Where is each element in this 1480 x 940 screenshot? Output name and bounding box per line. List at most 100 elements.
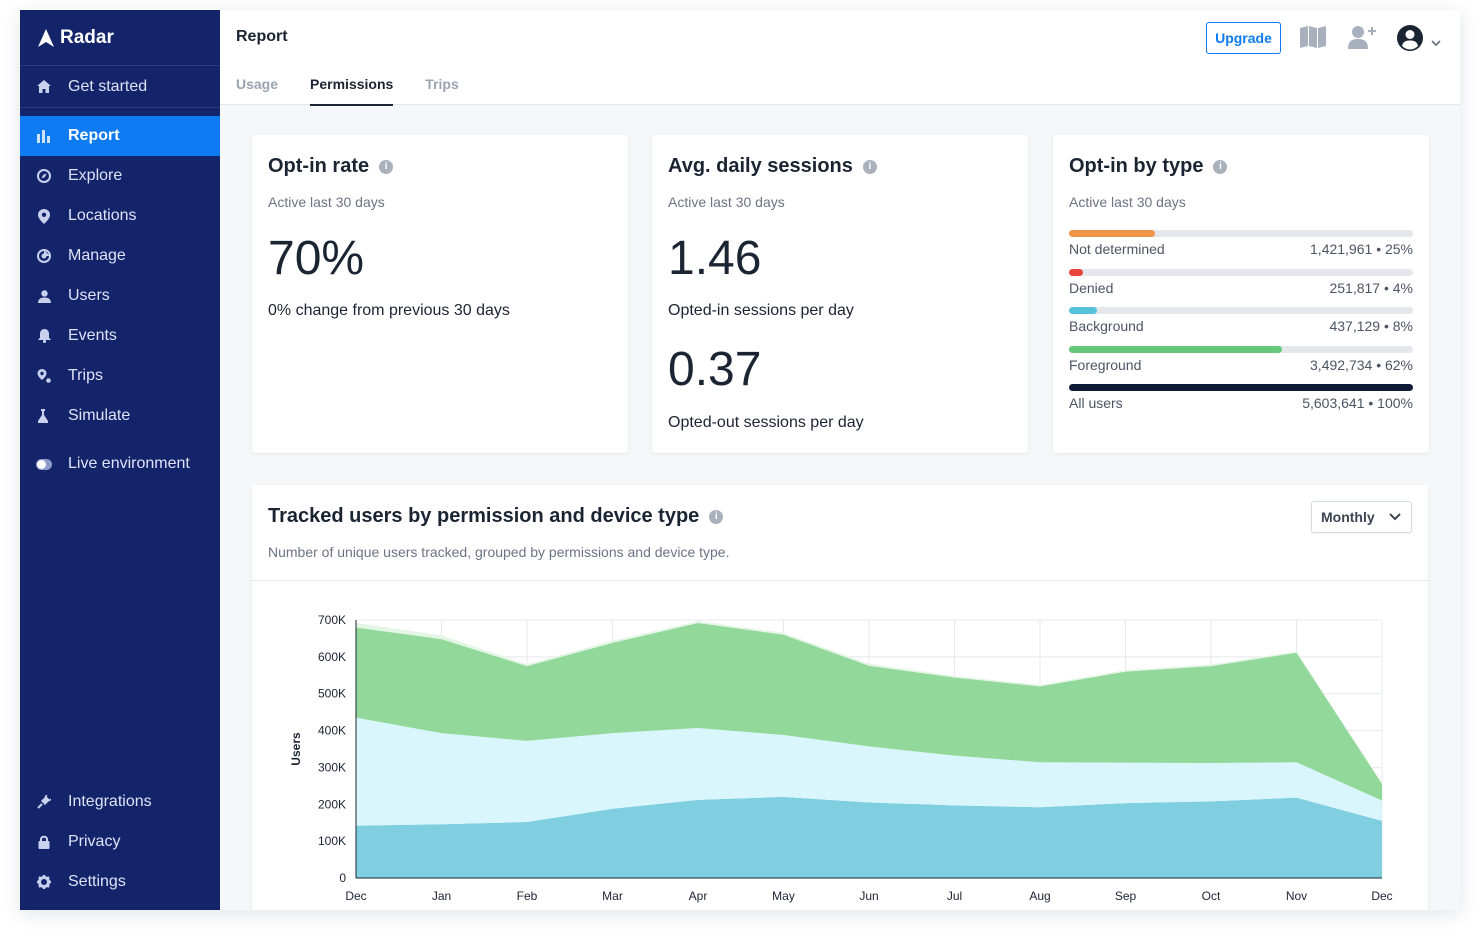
- y-tick-label: 400K: [318, 724, 346, 738]
- info-icon[interactable]: i: [1213, 159, 1228, 174]
- sidebar-item-privacy[interactable]: Privacy: [20, 822, 220, 862]
- chevron-down-icon[interactable]: [1431, 34, 1441, 52]
- info-icon[interactable]: i: [862, 159, 877, 174]
- opt-in-type-labels: Not determined 1,421,961 • 25%: [1069, 241, 1413, 257]
- card-subtitle: Active last 30 days: [668, 194, 785, 210]
- sidebar-item-report[interactable]: Report: [20, 116, 220, 156]
- x-tick-label: Jan: [432, 889, 451, 903]
- plug-icon: [36, 794, 52, 810]
- opt-in-type-labels: Denied 251,817 • 4%: [1069, 280, 1413, 296]
- y-tick-label: 200K: [318, 797, 346, 811]
- progress-track: [1069, 345, 1413, 353]
- bar-chart-icon: [36, 128, 52, 144]
- brand-logo[interactable]: Radar: [20, 10, 220, 66]
- opted-out-sessions-label: Opted-out sessions per day: [668, 414, 864, 431]
- progress-fill: [1069, 230, 1155, 237]
- opt-in-type-row: Foreground 3,492,734 • 62%: [1069, 345, 1413, 373]
- radar-logo-icon: [38, 28, 54, 47]
- sidebar-item-label: Report: [68, 127, 120, 144]
- opt-in-by-type-card: Opt-in by type i Active last 30 days Not …: [1053, 135, 1429, 453]
- sidebar-bottom-nav: Integrations Privacy Settings: [20, 782, 220, 902]
- sidebar-item-manage[interactable]: Manage: [20, 236, 220, 276]
- x-tick-label: May: [772, 889, 795, 903]
- opt-in-type-label: All users: [1069, 395, 1123, 411]
- sidebar-item-label: Get started: [68, 77, 148, 95]
- card-subtitle: Number of unique users tracked, grouped …: [268, 544, 730, 560]
- tracked-users-title: Tracked users by permission and device t…: [268, 505, 700, 527]
- toggle-switch-icon[interactable]: [36, 456, 52, 472]
- x-tick-label: Apr: [689, 889, 708, 903]
- sidebar-item-users[interactable]: Users: [20, 276, 220, 316]
- x-tick-label: Feb: [517, 889, 538, 903]
- manage-icon: [36, 248, 52, 264]
- x-tick-label: Sep: [1115, 889, 1137, 903]
- opt-in-rate-title: Opt-in rate: [268, 155, 370, 177]
- bell-icon: [36, 328, 52, 344]
- opt-in-type-labels: Foreground 3,492,734 • 62%: [1069, 357, 1413, 373]
- sidebar-item-integrations[interactable]: Integrations: [20, 782, 220, 822]
- area-series-1: [356, 796, 1382, 878]
- tab-usage[interactable]: Usage: [236, 76, 279, 92]
- opt-in-type-label: Background: [1069, 318, 1144, 334]
- info-icon[interactable]: i: [709, 509, 724, 524]
- sidebar-item-label: Users: [68, 287, 110, 304]
- progress-track: [1069, 307, 1413, 314]
- page-title: Report: [236, 28, 288, 45]
- tracked-users-chart: 0 100K 200K 300K 400K 500K 600K 700K Dec Jan Feb Ma…: [289, 613, 1393, 903]
- divider: [252, 580, 1428, 581]
- chevron-down-icon: [1388, 513, 1401, 521]
- progress-fill: [1069, 384, 1413, 391]
- x-tick-label: Nov: [1286, 889, 1307, 903]
- tab-trips[interactable]: Trips: [425, 76, 459, 92]
- sidebar-item-explore[interactable]: Explore: [20, 156, 220, 196]
- y-tick-label: 500K: [318, 687, 346, 701]
- user-icon: [36, 288, 52, 304]
- sidebar-item-simulate[interactable]: Simulate: [20, 396, 220, 436]
- card-title: Avg. daily sessions i: [668, 155, 877, 178]
- y-tick-label: 600K: [318, 650, 346, 664]
- progress-track: [1069, 268, 1413, 276]
- sidebar-item-events[interactable]: Events: [20, 316, 220, 356]
- sidebar-item-settings[interactable]: Settings: [20, 862, 220, 902]
- card-title: Opt-in rate i: [268, 155, 394, 178]
- info-icon[interactable]: i: [379, 159, 394, 174]
- trip-icon: [36, 368, 52, 384]
- y-tick-label: 0: [339, 871, 346, 885]
- compass-icon: [36, 168, 52, 184]
- opt-in-type-labels: Background 437,129 • 8%: [1069, 318, 1413, 334]
- sidebar-item-label: Simulate: [68, 407, 131, 424]
- card-subtitle: Active last 30 days: [268, 194, 385, 210]
- opt-in-type-row: Background 437,129 • 8%: [1069, 307, 1413, 334]
- add-user-icon[interactable]: [1348, 25, 1378, 54]
- live-environment-toggle[interactable]: Live environment: [20, 444, 220, 484]
- sidebar-item-locations[interactable]: Locations: [20, 196, 220, 236]
- app-window: Radar Get started Report Explore Locatio…: [20, 10, 1460, 910]
- top-header: Report Usage Permissions Trips Upgrade: [220, 10, 1460, 106]
- opt-in-type-row: Denied 251,817 • 4%: [1069, 268, 1413, 296]
- period-select[interactable]: Monthly: [1311, 501, 1412, 533]
- sidebar-item-get-started[interactable]: Get started: [20, 66, 220, 108]
- sidebar-item-trips[interactable]: Trips: [20, 356, 220, 396]
- opt-in-type-value: 5,603,641 • 100%: [1302, 395, 1413, 411]
- live-environment-label: Live environment: [68, 455, 190, 472]
- x-tick-label: Oct: [1202, 889, 1221, 903]
- sidebar-item-label: Privacy: [68, 833, 121, 850]
- y-tick-label: 700K: [318, 613, 346, 627]
- progress-fill: [1069, 345, 1283, 353]
- tab-bar: Usage Permissions Trips: [236, 76, 459, 106]
- opt-in-type-row: Not determined 1,421,961 • 25%: [1069, 230, 1413, 257]
- account-avatar-icon[interactable]: [1396, 24, 1424, 57]
- tab-permissions[interactable]: Permissions: [310, 76, 394, 106]
- docs-book-icon[interactable]: [1300, 26, 1326, 53]
- opt-in-type-label: Foreground: [1069, 356, 1142, 373]
- x-tick-label: Jun: [859, 889, 878, 903]
- opt-in-rate-card: Opt-in rate i Active last 30 days 70% 0% …: [252, 135, 628, 453]
- card-subtitle: Active last 30 days: [1069, 194, 1186, 210]
- opted-in-sessions-label: Opted-in sessions per day: [668, 302, 854, 319]
- gear-icon: [36, 874, 52, 890]
- sidebar-item-label: Locations: [68, 207, 137, 224]
- upgrade-button[interactable]: Upgrade: [1206, 22, 1281, 54]
- opt-in-type-value: 1,421,961 • 25%: [1310, 241, 1413, 257]
- progress-track: [1069, 230, 1413, 237]
- progress-track: [1069, 384, 1413, 391]
